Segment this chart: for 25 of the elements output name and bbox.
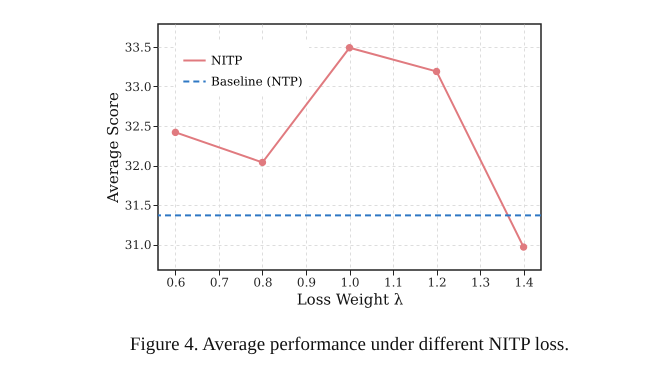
x-tick-label: 0.7 — [210, 276, 229, 290]
caption: Figure 4. Average performance under different NITP loss. — [130, 334, 570, 355]
x-tick-label: 1.0 — [340, 276, 360, 290]
x-tick-label: 1.4 — [514, 276, 534, 290]
y-tick-label: 33.5 — [124, 40, 152, 54]
point — [432, 68, 440, 76]
point — [172, 128, 180, 136]
legend-label: Baseline (NTP) — [211, 74, 302, 88]
x-tick-label: 1.1 — [384, 276, 404, 290]
x-tick-label: 0.6 — [166, 276, 186, 290]
x-tick-label: 0.9 — [296, 276, 316, 290]
x-axis-title: Loss Weight λ — [296, 290, 404, 308]
y-tick-label: 33.0 — [124, 80, 152, 94]
y-tick-label: 31.0 — [124, 238, 152, 252]
y-tick-label: 32.0 — [124, 159, 152, 174]
legend-label: NITP — [211, 54, 242, 68]
y-tick-label: 32.5 — [124, 120, 152, 134]
x-tick-label: 0.8 — [253, 276, 272, 290]
x-tick-label: 1.2 — [428, 276, 447, 290]
x-tick-label: 1.3 — [471, 276, 490, 290]
point — [258, 158, 266, 166]
y-axis-title: Average Score — [104, 92, 122, 204]
point — [346, 44, 354, 52]
y-tick-label: 31.5 — [124, 198, 152, 213]
point — [520, 243, 528, 251]
